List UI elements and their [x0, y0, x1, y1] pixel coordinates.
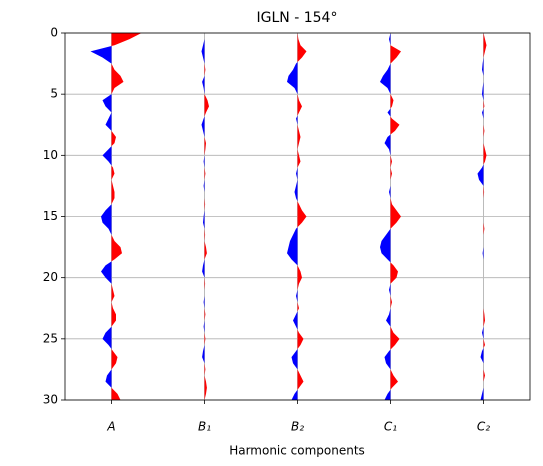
- negative-area: [90, 33, 112, 400]
- y-tick-label: 20: [43, 270, 58, 284]
- x-tick-label: B₁: [198, 420, 211, 434]
- y-tick-label: 10: [43, 148, 58, 162]
- clip-group: [111, 33, 142, 400]
- negative-area: [287, 33, 298, 400]
- clip-group: [287, 33, 298, 400]
- clip-group: [297, 33, 307, 400]
- negative-area: [380, 33, 391, 400]
- clip-group: [204, 33, 209, 400]
- y-tick-label: 25: [43, 331, 58, 345]
- y-tick-label: 30: [43, 393, 58, 407]
- x-axis-label: Harmonic components: [229, 444, 365, 458]
- y-tick-label: 15: [43, 209, 58, 223]
- clip-group: [201, 33, 205, 400]
- positive-area: [111, 33, 142, 400]
- positive-area: [390, 33, 401, 400]
- clip-group: [380, 33, 391, 400]
- y-tick-label: 5: [50, 87, 58, 101]
- positive-area: [297, 33, 307, 400]
- y-tick-label: 0: [50, 26, 58, 40]
- negative-area: [477, 33, 484, 400]
- plot-frame: [64, 32, 531, 401]
- x-tick-label: B₂: [291, 420, 304, 434]
- negative-area: [201, 33, 205, 400]
- positive-area: [204, 33, 209, 400]
- x-tick-label: C₁: [384, 420, 397, 434]
- clip-group: [390, 33, 401, 400]
- x-tick-label: A: [106, 420, 115, 434]
- clip-group: [90, 33, 112, 400]
- x-tick-label: C₂: [477, 420, 490, 434]
- clip-group: [477, 33, 484, 400]
- chart-title: IGLN - 154°: [257, 10, 338, 26]
